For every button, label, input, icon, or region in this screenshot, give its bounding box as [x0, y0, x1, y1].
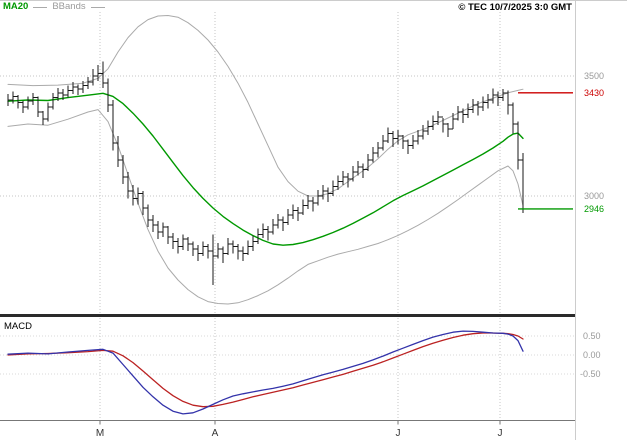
price-axis-label-lower: 3000 [584, 191, 604, 201]
month-label-3: J [396, 428, 401, 439]
macd-signal-line [7, 332, 524, 408]
month-label-1: M [96, 428, 104, 439]
legend-ma20-label: MA20 [3, 1, 29, 12]
bollinger-lower-line [7, 109, 524, 305]
month-label-2: A [212, 428, 219, 439]
legend: MA20 BBands [3, 2, 105, 12]
pane-separator [0, 314, 575, 317]
last-price-label: 3430 [584, 88, 604, 98]
macd-axis-label-pos: 0.50 [583, 331, 601, 341]
macd-panel-title: MACD [4, 321, 32, 332]
ma20-line [7, 92, 524, 246]
copyright-notice: © TEC 10/7/2025 3:0 GMT [458, 2, 572, 13]
ma20-line-swatch [33, 6, 48, 8]
axis-labels: 3500 3430 3000 2946 0.50 0.00 -0.50 M A … [96, 71, 604, 439]
current-price-label: 2946 [584, 204, 604, 214]
bbands-line-swatch [90, 6, 105, 8]
price-axis-label-upper: 3500 [584, 71, 604, 81]
macd-axis-label-neg: -0.50 [580, 369, 601, 379]
bollinger-upper-line [7, 15, 524, 197]
macd-axis-label-zero: 0.00 [583, 350, 601, 360]
legend-bbands-label: BBands [52, 1, 86, 12]
macd-line [7, 330, 524, 415]
month-label-4: J [498, 428, 503, 439]
